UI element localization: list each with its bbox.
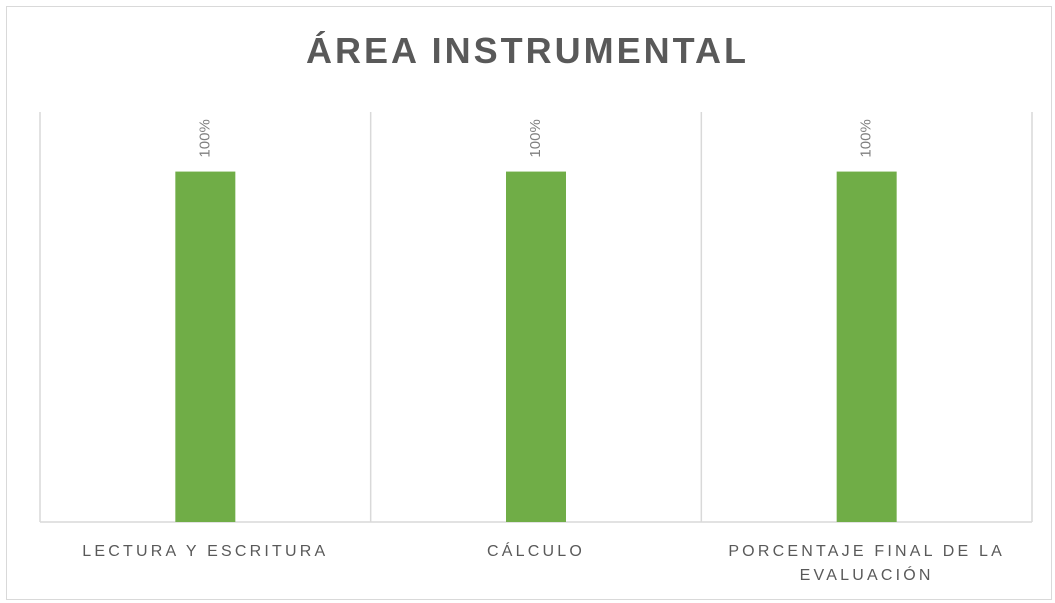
bar	[836, 171, 897, 523]
data-label: 100%	[196, 119, 213, 157]
chart-title: ÁREA INSTRUMENTAL	[306, 30, 749, 71]
data-label: 100%	[858, 119, 875, 157]
category-label: CÁLCULO	[486, 543, 585, 560]
data-label: 100%	[527, 119, 544, 157]
bar	[175, 171, 236, 523]
bar	[506, 171, 566, 523]
category-label: LECTURA Y ESCRITURA	[82, 543, 329, 560]
category-label: PORCENTAJE FINAL DE LA EVALUACIÓN	[728, 543, 1005, 584]
